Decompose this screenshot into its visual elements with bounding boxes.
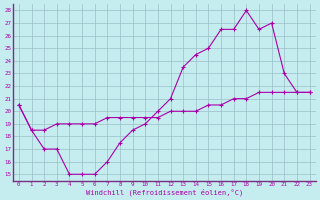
X-axis label: Windchill (Refroidissement éolien,°C): Windchill (Refroidissement éolien,°C)	[85, 188, 243, 196]
